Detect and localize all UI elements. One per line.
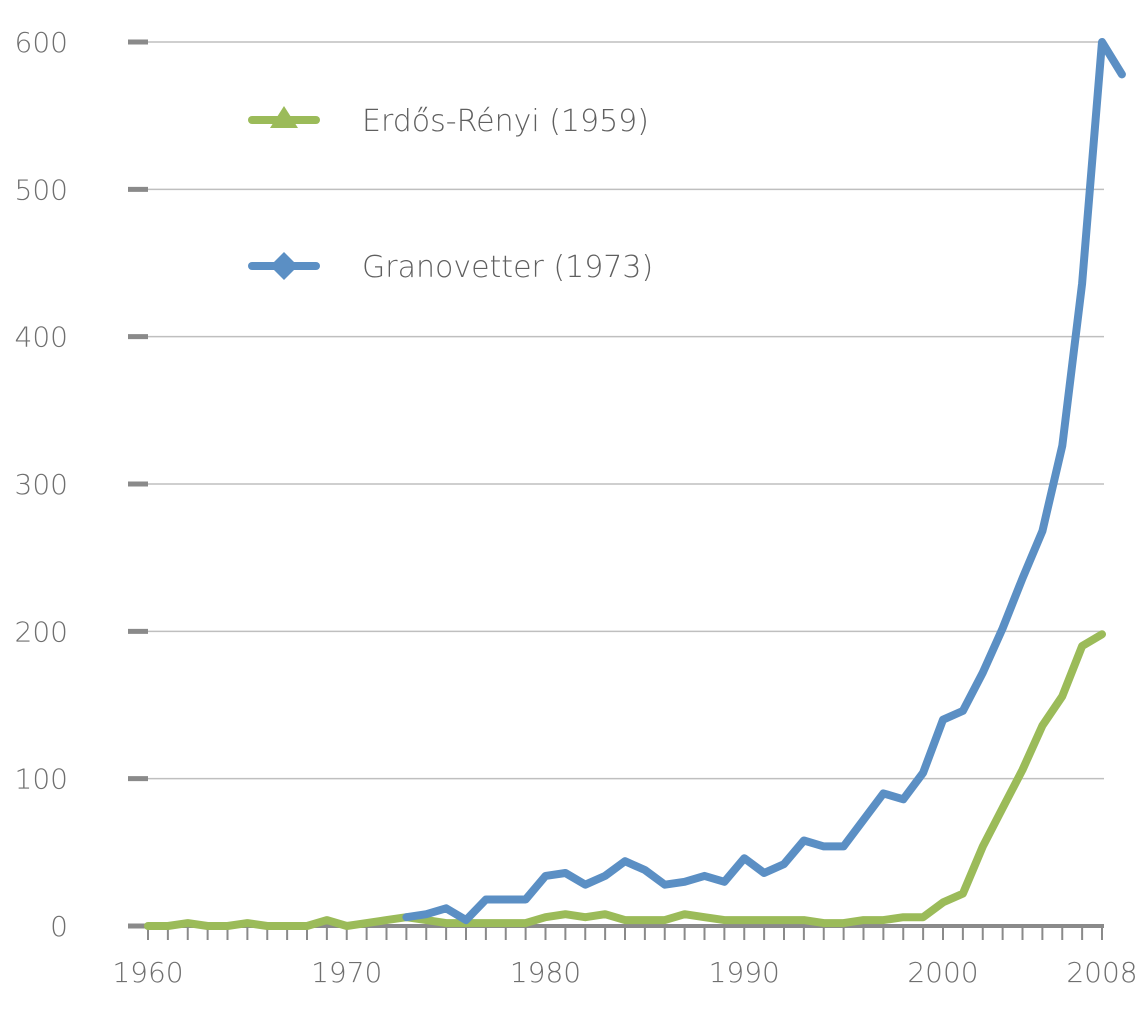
legend-label-granovetter: Granovetter (1973) (362, 250, 653, 285)
legend: Erdős-Rényi (1959) Granovetter (1973) (248, 104, 653, 285)
y-tick-label-0: 0 (50, 910, 68, 943)
diamond-marker-icon (270, 252, 298, 280)
x-tick-label-1960: 1960 (112, 956, 183, 989)
series-line-0 (144, 630, 1106, 930)
x-axis: 1960 1970 1980 1990 2000 2008 (112, 924, 1138, 989)
y-tick-label-500: 500 (15, 173, 68, 206)
y-tick-label-100: 100 (15, 763, 68, 796)
legend-label-erdos-renyi: Erdős-Rényi (1959) (362, 104, 649, 139)
triangle-marker-icon (270, 106, 298, 128)
x-tick-label-2000: 2000 (907, 956, 978, 989)
y-axis: 0 100 200 300 400 500 600 (15, 26, 148, 943)
series (144, 38, 1126, 930)
y-tick-label-200: 200 (15, 615, 68, 648)
y-tick-label-600: 600 (15, 26, 68, 59)
legend-item-erdos-renyi: Erdős-Rényi (1959) (248, 104, 649, 139)
y-tick-label-400: 400 (15, 321, 68, 354)
series-line-1 (402, 38, 1126, 925)
x-tick-label-1970: 1970 (311, 956, 382, 989)
y-tick-label-300: 300 (15, 468, 68, 501)
x-tick-label-1990: 1990 (709, 956, 780, 989)
x-tick-label-1980: 1980 (510, 956, 581, 989)
legend-item-granovetter: Granovetter (1973) (248, 250, 653, 285)
gridlines (128, 41, 1104, 780)
x-tick-label-2008: 2008 (1066, 956, 1137, 989)
